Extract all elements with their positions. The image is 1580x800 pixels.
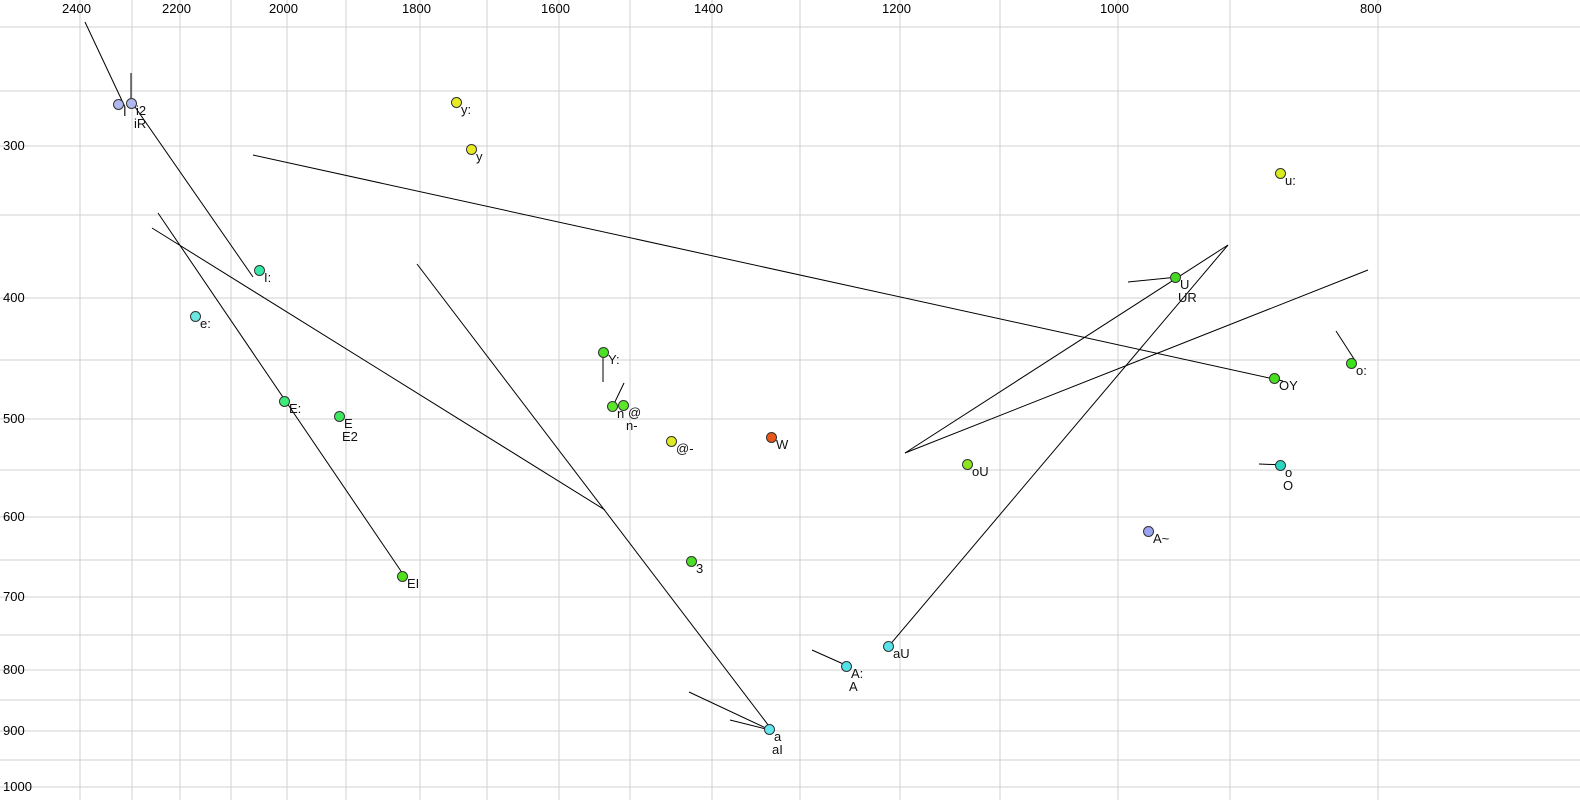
data-point-label: aU	[893, 646, 910, 661]
data-point[interactable]	[764, 724, 775, 735]
data-point[interactable]	[598, 347, 609, 358]
data-point-label: OY	[1279, 378, 1298, 393]
data-point-label-secondary: n-	[626, 418, 638, 433]
data-point-label: A:	[851, 666, 864, 681]
y-tick-label: 400	[3, 290, 25, 305]
data-point-label: @	[628, 405, 642, 420]
trajectory-line	[1127, 276, 1179, 283]
y-tick-label: 700	[3, 589, 25, 604]
data-point-label: y:	[461, 102, 472, 117]
data-point[interactable]	[607, 401, 618, 412]
data-point-label: E:	[289, 401, 302, 416]
data-point[interactable]	[1269, 373, 1280, 384]
data-point-label: A~	[1153, 531, 1170, 546]
data-point[interactable]	[451, 97, 462, 108]
data-point-label: o:	[1356, 363, 1367, 378]
trajectory-line	[1335, 330, 1357, 363]
data-point[interactable]	[397, 571, 408, 582]
y-tick-label: 800	[3, 662, 25, 677]
data-point-label: W	[776, 437, 789, 452]
data-point[interactable]	[1143, 526, 1154, 537]
data-point[interactable]	[1275, 460, 1286, 471]
y-tick-label: 900	[3, 723, 25, 738]
x-tick-label: 1800	[402, 1, 431, 16]
data-point-label: 3	[696, 561, 704, 576]
data-point[interactable]	[618, 400, 629, 411]
data-point-label: e:	[200, 316, 211, 331]
x-tick-label: 2200	[162, 1, 191, 16]
data-point-label: n	[617, 406, 625, 421]
trajectory-line	[688, 691, 771, 731]
data-point-label: y	[476, 149, 483, 164]
data-point-label-secondary: iR	[134, 116, 147, 131]
data-point[interactable]	[1275, 168, 1286, 179]
data-point-label: i2	[136, 103, 147, 118]
data-point[interactable]	[466, 144, 477, 155]
trajectory-line	[904, 269, 1369, 454]
data-point[interactable]	[126, 98, 137, 109]
data-point[interactable]	[686, 556, 697, 567]
data-point[interactable]	[883, 641, 894, 652]
data-point-label: @-	[676, 441, 694, 456]
trajectory-line	[887, 244, 1229, 648]
data-point-label: EI	[407, 576, 420, 591]
x-tick-label: 1200	[882, 1, 911, 16]
trajectory-line	[151, 227, 606, 511]
data-point-label-secondary: UR	[1178, 290, 1197, 305]
data-point[interactable]	[1346, 358, 1357, 369]
x-tick-label: 1600	[541, 1, 570, 16]
data-point-label: a	[774, 729, 782, 744]
data-point[interactable]	[334, 411, 345, 422]
x-tick-label: 2000	[269, 1, 298, 16]
x-tick-label: 2400	[62, 1, 91, 16]
trajectory-line	[729, 719, 771, 731]
trajectory-lines	[84, 21, 1369, 731]
data-point[interactable]	[279, 396, 290, 407]
trajectory-line	[132, 103, 254, 278]
y-tick-label: 500	[3, 411, 25, 426]
data-point-label-secondary: E2	[342, 429, 358, 444]
data-point-label-secondary: aI	[772, 742, 783, 757]
x-tick-label: 1000	[1100, 1, 1129, 16]
data-point-label: I:	[264, 270, 272, 285]
trajectory-line	[84, 21, 126, 108]
data-point-label: E	[344, 416, 353, 431]
data-point-label-secondary: O	[1283, 478, 1294, 493]
trajectory-line	[252, 154, 1284, 382]
data-point-label-secondary: A	[849, 679, 858, 694]
data-point-label: U	[1180, 277, 1190, 292]
x-tick-label: 800	[1360, 1, 1382, 16]
data-point[interactable]	[962, 459, 973, 470]
y-tick-label: 300	[3, 138, 25, 153]
trajectory-line	[157, 212, 406, 578]
data-point[interactable]	[113, 99, 124, 110]
data-point[interactable]	[841, 661, 852, 672]
data-point-label: I	[123, 104, 127, 119]
x-tick-label: 1400	[694, 1, 723, 16]
data-point-label: Y:	[608, 352, 620, 367]
y-tick-label: 1000	[3, 779, 32, 794]
data-point[interactable]	[190, 311, 201, 322]
y-tick-label: 600	[3, 509, 25, 524]
data-point-label: oU	[972, 464, 989, 479]
trajectory-line	[416, 263, 773, 731]
data-point[interactable]	[1170, 272, 1181, 283]
data-point[interactable]	[666, 436, 677, 447]
data-point[interactable]	[254, 265, 265, 276]
data-point-label: o	[1285, 465, 1293, 480]
data-point[interactable]	[766, 432, 777, 443]
data-point-label: u:	[1285, 173, 1296, 188]
